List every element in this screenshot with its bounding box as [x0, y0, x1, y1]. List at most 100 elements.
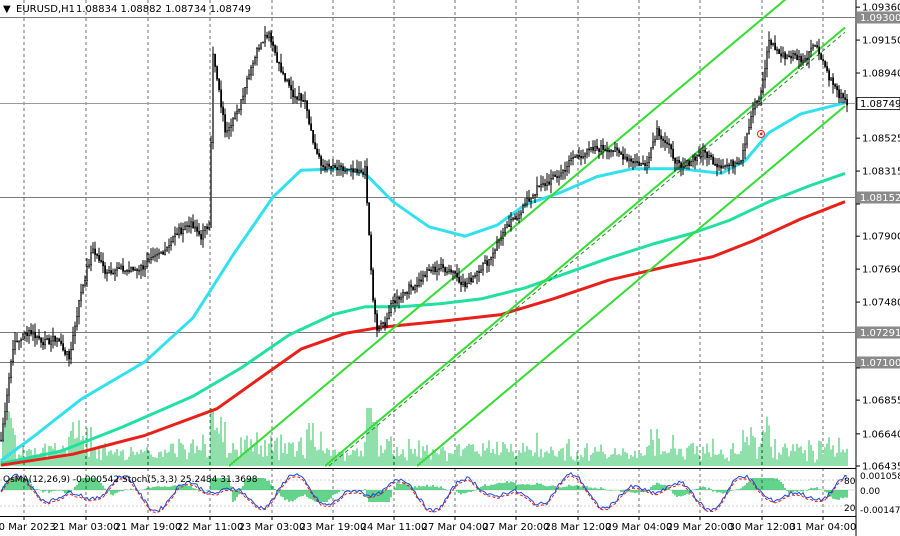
- candle-body: [774, 42, 777, 51]
- candle-body: [756, 101, 759, 103]
- candle-body: [594, 145, 597, 151]
- candle-body: [542, 183, 545, 185]
- candle-body: [516, 218, 519, 220]
- candle-body: [616, 147, 619, 151]
- candle-body: [0, 439, 3, 442]
- candle-body: [108, 270, 111, 273]
- candle-body: [478, 271, 481, 273]
- candle-body: [640, 163, 643, 166]
- candle-body: [800, 56, 803, 63]
- time-label: 22 Mar 11:00: [177, 522, 244, 533]
- candle-body: [600, 144, 603, 152]
- time-label: 23 Mar 03:00: [239, 522, 306, 533]
- candle-body: [84, 279, 87, 286]
- candle-body: [816, 45, 819, 48]
- candle-body: [630, 158, 633, 162]
- candle-body: [394, 300, 397, 304]
- candle-body: [522, 205, 525, 214]
- candle-body: [638, 161, 641, 166]
- candle-body: [626, 156, 629, 161]
- stoch-level-label: 80: [844, 477, 856, 487]
- candle-body: [292, 89, 295, 98]
- candle-body: [532, 195, 535, 199]
- candle-body: [258, 47, 261, 50]
- candle-body: [124, 270, 127, 272]
- channel-line: [324, 26, 846, 467]
- candle-body: [360, 169, 363, 173]
- candle-body: [196, 226, 199, 232]
- time-label: 28 Mar 12:00: [545, 522, 612, 533]
- candle-body: [652, 141, 655, 148]
- candle-body: [670, 144, 673, 150]
- candle-body: [666, 142, 669, 145]
- candle-body: [230, 125, 233, 128]
- candle-body: [400, 296, 403, 300]
- candle-body: [238, 109, 241, 112]
- time-label: 27 Mar 20:00: [483, 522, 550, 533]
- candle-body: [624, 156, 627, 160]
- candle-body: [712, 156, 715, 165]
- candle-body: [568, 160, 571, 167]
- level-label-box: [857, 326, 900, 339]
- candle-body: [386, 318, 389, 327]
- candle-body: [694, 156, 697, 161]
- price-axis: 1.09300 1.08152 1.07291 1.07100 1.08749 1.093…: [844, 3, 900, 516]
- candle-body: [432, 266, 435, 272]
- candle-body: [558, 175, 561, 178]
- candle-body: [504, 227, 507, 233]
- candle-body: [48, 338, 51, 345]
- candle-body: [378, 328, 381, 331]
- time-label: 30 Mar 12:00: [729, 522, 796, 533]
- candle-body: [454, 271, 457, 274]
- candle-body: [536, 185, 539, 195]
- indicator-header: OsMA(12,26,9) -0.000542 Stoch(5,3,3) 25.…: [3, 475, 258, 485]
- time-label: 21 Mar 03:00: [53, 522, 120, 533]
- candle-body: [708, 154, 711, 158]
- candle-body: [566, 166, 569, 172]
- alert-marker-icon[interactable]: [757, 130, 765, 138]
- candle-body: [544, 183, 547, 186]
- candle-body: [526, 198, 529, 205]
- candle-body: [42, 341, 45, 346]
- candle-body: [246, 78, 249, 88]
- candle-body: [88, 264, 91, 267]
- candle-body: [586, 148, 589, 155]
- candle-body: [242, 95, 245, 101]
- candle-body: [738, 161, 741, 164]
- candle-body: [364, 166, 367, 175]
- candle-body: [106, 272, 109, 274]
- candle-body: [830, 77, 833, 81]
- candle-body: [590, 147, 593, 150]
- candle-body: [290, 85, 293, 91]
- candle-body: [338, 165, 341, 170]
- candle-body: [404, 292, 407, 294]
- candle-body: [794, 53, 797, 56]
- candle-body: [354, 168, 357, 173]
- candle-body: [792, 53, 795, 59]
- candle-body: [842, 93, 845, 99]
- candle-body: [92, 248, 95, 254]
- candle-body: [256, 47, 259, 58]
- level-label: 1.07291: [860, 328, 900, 339]
- candle-body: [116, 267, 119, 271]
- candle-body: [510, 219, 513, 227]
- candle-body: [548, 181, 551, 185]
- moving-average-line: [0, 200, 846, 467]
- level-label-box: [857, 356, 900, 369]
- chart-header: ▼ EURUSD,H1 1.08834 1.08882 1.08734 1.08…: [3, 4, 251, 15]
- candle-body: [208, 227, 211, 229]
- candle-body: [674, 157, 677, 164]
- price-tick-label: 1.06435: [862, 462, 900, 473]
- candle-body: [164, 249, 167, 255]
- candle-body: [132, 267, 135, 271]
- candle-body: [202, 230, 205, 240]
- price-tick-label: 1.09150: [862, 36, 900, 47]
- candle-body: [520, 212, 523, 216]
- candle-body: [766, 51, 769, 69]
- price-tick-label: 1.07690: [862, 265, 900, 276]
- candle-body: [496, 241, 499, 251]
- candle-body: [796, 54, 799, 60]
- candle-body: [278, 61, 281, 64]
- candle-body: [98, 254, 101, 261]
